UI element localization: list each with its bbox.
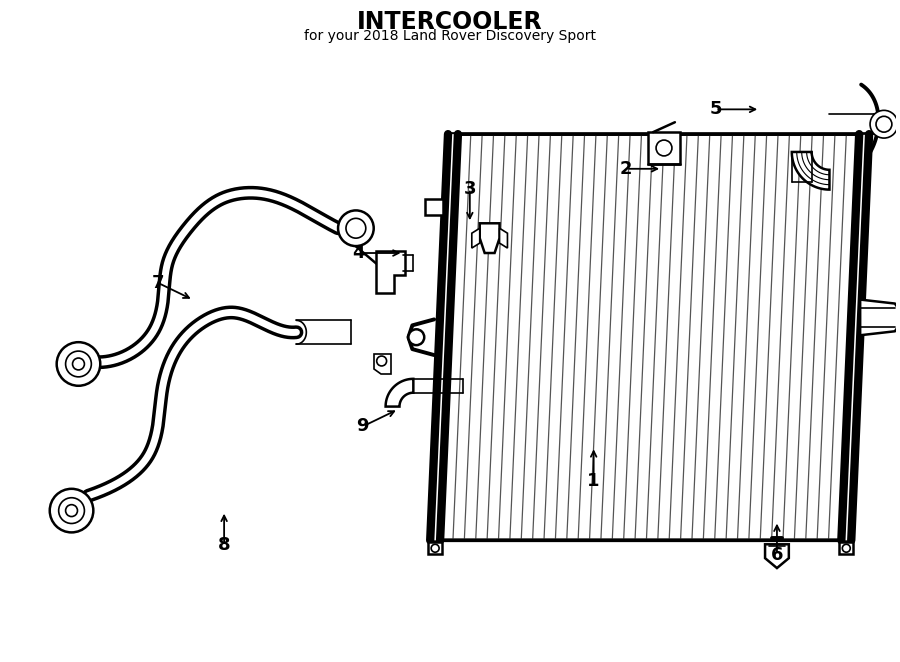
Polygon shape [375,251,405,293]
Polygon shape [430,134,869,540]
Text: 9: 9 [356,418,369,436]
Polygon shape [428,542,442,554]
Circle shape [409,329,424,345]
Text: 6: 6 [770,546,783,564]
Polygon shape [792,152,830,189]
Text: 8: 8 [218,536,230,554]
Polygon shape [648,132,680,164]
Circle shape [66,351,92,377]
Polygon shape [500,228,508,248]
Text: 1: 1 [588,472,600,490]
Text: 3: 3 [464,179,476,198]
Polygon shape [842,134,867,540]
Circle shape [431,544,439,552]
Circle shape [346,218,365,238]
Circle shape [66,504,77,516]
Polygon shape [840,542,853,554]
Circle shape [73,358,85,370]
Circle shape [842,544,850,552]
Polygon shape [472,228,480,248]
Circle shape [58,498,85,524]
Circle shape [57,342,100,386]
Polygon shape [432,134,457,540]
Circle shape [338,211,373,246]
Polygon shape [765,544,788,568]
Circle shape [656,140,672,156]
Circle shape [870,111,898,138]
Polygon shape [425,199,443,215]
Polygon shape [860,300,900,335]
Text: 2: 2 [620,160,633,178]
Circle shape [50,489,94,532]
Text: 7: 7 [151,273,164,292]
Circle shape [876,117,892,132]
Text: for your 2018 Land Rover Discovery Sport: for your 2018 Land Rover Discovery Sport [304,29,596,43]
Circle shape [377,356,387,366]
Polygon shape [385,379,413,406]
Text: 4: 4 [353,244,365,262]
Text: 5: 5 [709,101,722,118]
Text: INTERCOOLER: INTERCOOLER [357,10,543,34]
Polygon shape [374,354,391,374]
Polygon shape [480,223,500,253]
